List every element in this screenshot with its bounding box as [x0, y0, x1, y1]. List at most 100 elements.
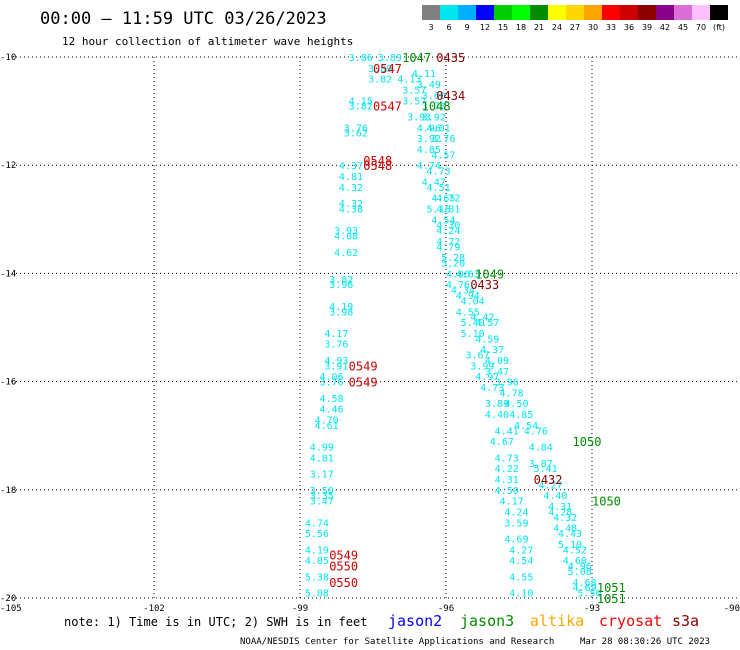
grid: [8, 56, 738, 599]
wave-height-label: 5.40: [461, 318, 485, 329]
wave-height-label: 3.89: [485, 399, 509, 410]
colorbar-label: 70: [696, 23, 706, 32]
wave-height-label: 3.73: [422, 102, 446, 113]
wave-height-label: 3.60: [422, 91, 446, 102]
pass-time-label: 1048: [422, 100, 451, 114]
y-tick-label: -12: [0, 161, 16, 171]
chart-title: 00:00 — 11:59 UTC 03/26/2023: [40, 9, 327, 29]
wave-height-label: 4.54: [509, 556, 533, 567]
wave-height-label: 4.19: [305, 545, 329, 556]
wave-height-label: 5.28: [441, 253, 465, 264]
wave-height-label: 4.55: [509, 572, 533, 583]
wave-height-label: 4.37: [339, 161, 363, 172]
wave-height-label: 4.40: [485, 410, 509, 421]
wave-height-label: 4.69: [573, 583, 597, 594]
wave-height-label: 4.32: [339, 183, 363, 194]
wave-height-label: 4.28: [548, 507, 572, 518]
colorbar-label: 36: [624, 23, 634, 32]
colorbar-label: 18: [516, 23, 526, 32]
pass-time-label: 0549: [349, 376, 378, 390]
wave-height-label: 4.19: [329, 302, 353, 313]
wave-height-label: 4.96: [568, 562, 592, 573]
colorbar-swatch: [512, 5, 530, 20]
wave-height-label: 3.47: [310, 497, 334, 508]
wave-height-label: 4.97: [475, 372, 499, 383]
wave-height-label: 3.87: [529, 459, 553, 470]
wave-height-label: 4.27: [538, 480, 562, 491]
legend-jason2: jason2: [388, 612, 442, 630]
wave-height-label: 4.59: [475, 334, 499, 345]
wave-height-label: 3.86: [349, 53, 373, 64]
colorbar-swatch: [584, 5, 602, 20]
wave-height-label: 4.81: [436, 204, 460, 215]
pass-time-label: 0433: [470, 278, 499, 292]
wave-height-label: 4.01: [427, 123, 451, 134]
colorbar-swatch: [458, 5, 476, 20]
wave-height-label: 3.92: [422, 113, 446, 124]
wave-height-label: 4.34: [451, 286, 475, 297]
pass-time-label: 0548: [363, 159, 392, 173]
satellite-legend: jason2 jason3 altika cryosat s3a: [388, 612, 699, 630]
wave-height-label: 4.65: [431, 194, 455, 205]
wave-height-label: 4.47: [422, 177, 446, 188]
wave-height-label: 4.93: [324, 356, 348, 367]
wave-height-label: 3.49: [417, 80, 441, 91]
wave-height-label: 3.89: [368, 64, 392, 75]
wave-height-label: 4.42: [470, 313, 494, 324]
wave-height-label: 3.82: [349, 102, 373, 113]
wave-height-label: 4.06: [319, 372, 343, 383]
wave-height-label: 4.46: [319, 405, 343, 416]
wave-height-label: 4.72: [436, 194, 460, 205]
colorbar-swatch: [476, 5, 494, 20]
wave-height-label: 4.99: [310, 443, 334, 454]
wave-height-label: 4.81: [310, 453, 334, 464]
pass-time-label: 0549: [329, 549, 358, 563]
y-tick-labels: -10 -12 -14 -16 -18 -20: [0, 53, 16, 604]
x-tick-label: -99: [292, 604, 308, 614]
wave-height-label: 4.76: [524, 426, 548, 437]
wave-height-label: 4.68: [573, 578, 597, 589]
colorbar-swatch: [530, 5, 548, 20]
colorbar-label: 24: [552, 23, 562, 32]
wave-height-label: 4.55: [456, 307, 480, 318]
pass-time-label: 0434: [436, 89, 465, 103]
wave-height-label: 3.47: [485, 367, 509, 378]
wave-height-label: 4.70: [315, 415, 339, 426]
wave-height-label: 5.41: [534, 464, 558, 475]
wave-height-label: 3.96: [495, 378, 519, 389]
x-tick-label: -90: [724, 604, 740, 614]
wave-height-label: 4.31: [548, 502, 572, 513]
wave-height-label: 4.27: [509, 545, 533, 556]
wave-height-label: 4.32: [553, 513, 577, 524]
pass-time-label: 0547: [373, 62, 402, 76]
colorbar-label: 15: [498, 23, 508, 32]
wave-height-label: 5.56: [305, 529, 329, 540]
x-tick-label: -105: [0, 604, 22, 614]
y-tick-label: -14: [0, 269, 16, 279]
wave-height-label: 3.62: [344, 129, 368, 140]
colorbar-label: (ft): [713, 23, 725, 32]
wave-height-label: 4.11: [412, 69, 436, 80]
colorbar-label: 21: [534, 23, 544, 32]
wave-height-label: 4.50: [504, 399, 528, 410]
wave-height-label: 4.61: [315, 421, 339, 432]
pass-time-label: 0547: [373, 100, 402, 114]
wave-height-label: 4.13: [397, 75, 421, 86]
pass-time-label: 1047: [402, 51, 431, 65]
colorbar-swatch: [548, 5, 566, 20]
wave-height-label: 4.57: [431, 150, 455, 161]
wave-height-label: 4.54: [431, 215, 455, 226]
wave-height-label: 4.22: [495, 464, 519, 475]
wave-height-label: 3.17: [310, 470, 334, 481]
legend-s3a: s3a: [672, 612, 699, 630]
wave-height-values: 3.86 3.893.89 4.113.82 4.133.493.573.604.15…: [305, 53, 602, 600]
y-tick-label: -16: [0, 378, 16, 388]
wave-height-label: 4.85: [417, 145, 441, 156]
wave-height-label: 4.84: [529, 443, 553, 454]
colorbar-swatch: [602, 5, 620, 20]
colorbar-label: 3: [428, 23, 433, 32]
wave-height-label: 4.43: [558, 529, 582, 540]
wave-height-label: 5.20: [441, 259, 465, 270]
wave-height-label: 4.58: [319, 394, 343, 405]
